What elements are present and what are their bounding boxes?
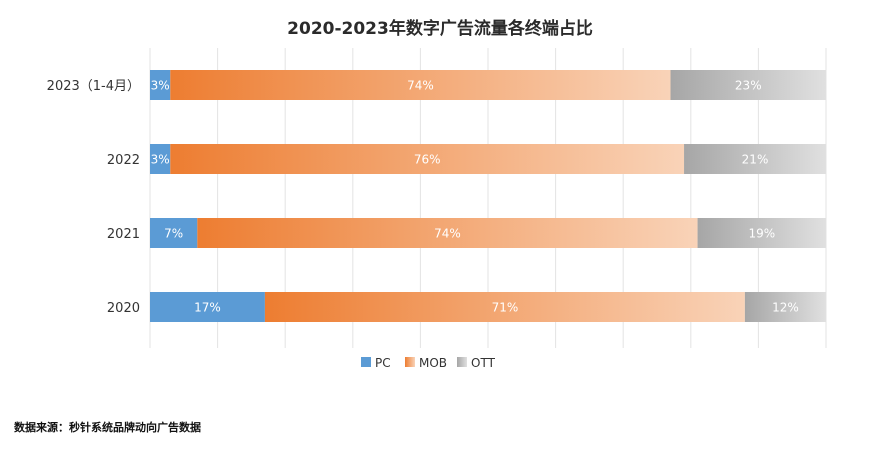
legend-swatch-ott bbox=[457, 357, 467, 367]
chart-title: 2020-2023年数字广告流量各终端占比 bbox=[287, 18, 593, 39]
category-label: 2022 bbox=[107, 153, 140, 168]
bar-pc-0 bbox=[150, 70, 171, 100]
legend-label-mob: MOB bbox=[419, 356, 447, 370]
category-labels: 2023（1-4月） 2022 2021 2020 bbox=[47, 79, 140, 316]
bar-mob-1 bbox=[170, 144, 685, 174]
bar-ott-1 bbox=[684, 144, 826, 174]
legend-label-pc: PC bbox=[375, 356, 391, 370]
legend: PC MOB OTT bbox=[361, 356, 496, 370]
bar-label: 74% bbox=[407, 79, 434, 93]
bars: 3% 74% 23% 3% 76% 21% 7% 74% 19% 17% 71% 12% bbox=[150, 70, 826, 322]
bar-label: 7% bbox=[164, 227, 183, 241]
bar-label: 23% bbox=[735, 79, 762, 93]
bar-pc-3 bbox=[150, 292, 265, 322]
legend-label-ott: OTT bbox=[471, 356, 496, 370]
category-label: 2021 bbox=[107, 227, 140, 242]
bar-label: 71% bbox=[492, 301, 519, 315]
bar-ott-3 bbox=[744, 292, 826, 322]
bar-label: 19% bbox=[748, 227, 775, 241]
bar-pc-2 bbox=[150, 218, 198, 248]
bar-label: 3% bbox=[151, 79, 170, 93]
bar-ott-0 bbox=[670, 70, 826, 100]
legend-swatch-mob bbox=[405, 357, 415, 367]
category-label: 2020 bbox=[107, 301, 140, 316]
category-label: 2023（1-4月） bbox=[47, 79, 140, 94]
bar-label: 74% bbox=[434, 227, 461, 241]
bar-label: 17% bbox=[194, 301, 221, 315]
bar-mob-3 bbox=[264, 292, 745, 322]
source-note: 数据来源：秒针系统品牌动向广告数据 bbox=[14, 420, 201, 434]
bar-label: 12% bbox=[772, 301, 799, 315]
bar-mob-0 bbox=[170, 70, 671, 100]
bar-label: 3% bbox=[151, 153, 170, 167]
bar-mob-2 bbox=[197, 218, 698, 248]
bar-label: 21% bbox=[742, 153, 769, 167]
bar-pc-1 bbox=[150, 144, 171, 174]
bar-ott-2 bbox=[697, 218, 826, 248]
legend-swatch-pc bbox=[361, 357, 371, 367]
bar-label: 76% bbox=[414, 153, 441, 167]
